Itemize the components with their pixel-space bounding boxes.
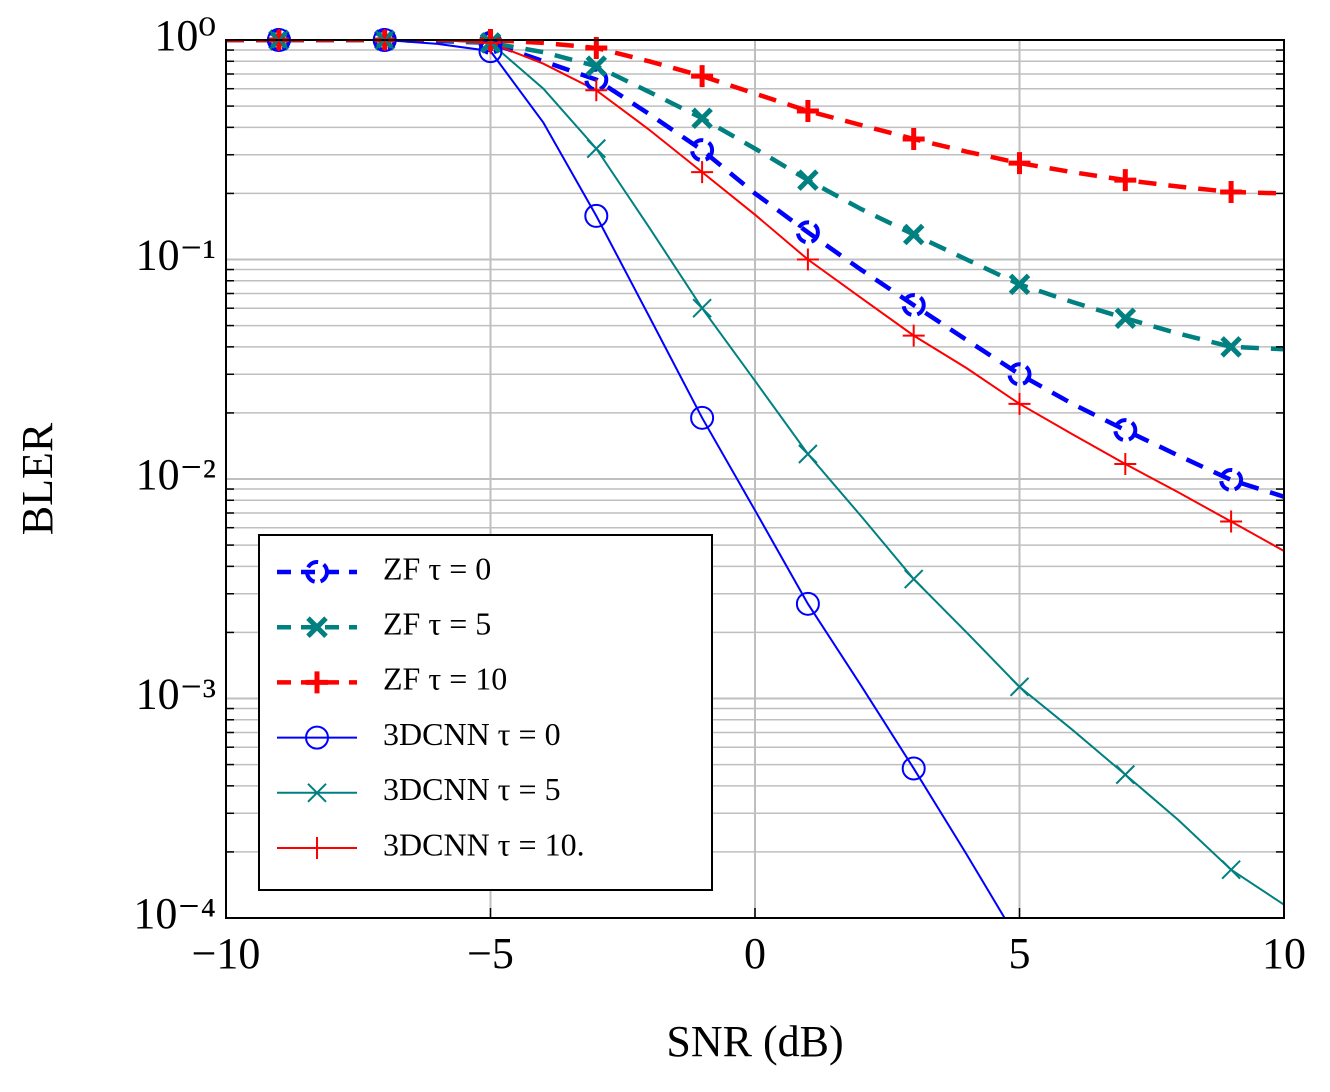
marker	[796, 248, 819, 271]
series-line	[226, 40, 1006, 918]
marker	[306, 671, 328, 694]
x-tick-label: 10	[1262, 929, 1306, 978]
x-tick-label: 0	[744, 929, 766, 978]
series-line	[226, 40, 1284, 906]
series-line	[226, 40, 1284, 499]
marker	[305, 725, 329, 750]
y-tick-label: 10⁰	[154, 11, 216, 60]
y-tick-label: 10⁻⁴	[133, 889, 216, 938]
marker	[798, 444, 818, 464]
marker	[306, 616, 328, 638]
marker	[903, 569, 924, 589]
y-tick-label: 10⁻³	[136, 670, 216, 719]
marker	[1219, 467, 1244, 492]
marker	[306, 837, 328, 859]
marker	[1008, 152, 1031, 175]
marker	[796, 99, 819, 122]
x-tick-label: −5	[467, 929, 514, 978]
marker	[901, 293, 926, 318]
series-line	[226, 40, 1284, 552]
x-tick-label: −10	[192, 929, 261, 978]
marker	[305, 560, 329, 584]
marker	[1114, 169, 1137, 192]
marker	[691, 65, 714, 88]
y-tick-label: 10⁻¹	[136, 231, 216, 280]
marker	[691, 161, 714, 184]
legend-label: 3DCNN τ = 0	[383, 716, 561, 752]
marker	[1113, 418, 1138, 443]
marker	[1115, 764, 1136, 785]
marker	[690, 138, 715, 163]
marker	[586, 138, 607, 159]
marker	[1220, 510, 1243, 533]
marker	[1220, 181, 1243, 204]
marker	[901, 756, 926, 781]
marker	[1220, 336, 1242, 358]
marker	[902, 127, 925, 150]
marker	[1008, 273, 1031, 296]
marker	[1114, 307, 1137, 330]
marker	[797, 169, 819, 191]
y-axis-label: BLER	[13, 422, 62, 535]
marker	[1009, 677, 1030, 697]
legend-box	[258, 534, 713, 891]
legend: ZF τ = 0 ZF τ = 5 ZF τ = 10 3DCNN τ = 0 3DCN…	[258, 534, 713, 891]
marker	[795, 220, 820, 245]
marker	[1221, 859, 1241, 880]
marker	[584, 203, 609, 228]
marker	[691, 107, 713, 130]
legend-label: 3DCNN τ = 5	[383, 771, 561, 807]
marker	[690, 405, 715, 430]
marker	[902, 223, 925, 246]
legend-label: ZF τ = 10	[383, 661, 507, 697]
marker	[795, 591, 820, 616]
series-line	[226, 40, 1284, 352]
y-tick-label: 10⁻²	[136, 450, 216, 499]
legend-label: ZF τ = 5	[383, 606, 491, 642]
marker	[585, 79, 608, 102]
marker	[1007, 362, 1032, 387]
marker	[902, 324, 925, 347]
legend-label: 3DCNN τ = 10.	[383, 826, 585, 862]
legend-label: ZF τ = 0	[383, 550, 491, 586]
plot-lines	[226, 40, 1284, 918]
ticks: 10⁻⁴ 10⁻³ 10⁻² 10⁻¹ 10⁰ −10 −5 0 5 10	[133, 11, 1306, 978]
marker	[1114, 453, 1137, 476]
x-tick-label: 5	[1009, 929, 1031, 978]
marker	[585, 55, 608, 77]
marker	[307, 783, 327, 803]
marker	[1008, 392, 1031, 415]
x-axis-label: SNR (dB)	[666, 1017, 843, 1066]
marker	[479, 31, 502, 54]
marker	[692, 298, 712, 318]
